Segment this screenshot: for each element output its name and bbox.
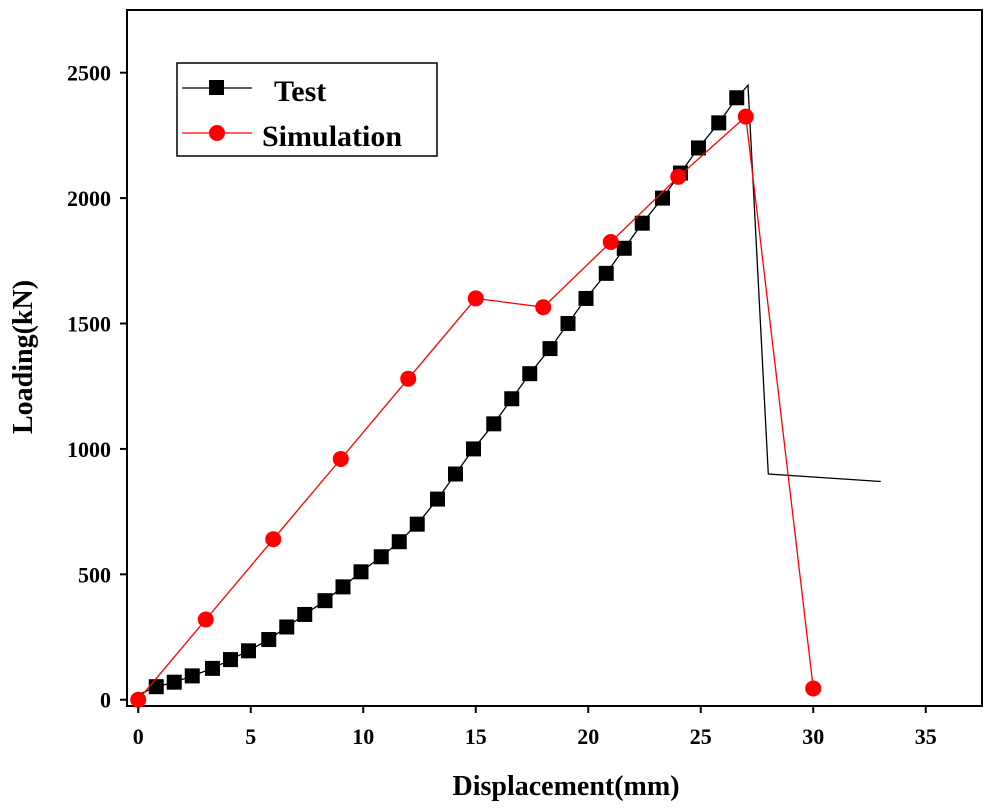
data-point-simulation — [400, 370, 417, 387]
plot-frame — [126, 9, 983, 707]
y-tick-label: 2500 — [67, 61, 111, 86]
data-point-test — [430, 491, 445, 507]
data-point-test — [241, 643, 256, 659]
data-point-simulation — [332, 450, 349, 467]
x-tick-label: 20 — [577, 724, 599, 749]
data-point-test — [223, 652, 238, 668]
data-point-test — [691, 140, 706, 156]
data-point-test — [373, 549, 389, 565]
y-tick-label: 1500 — [67, 312, 111, 337]
legend-marker-test — [209, 80, 224, 95]
data-point-simulation — [535, 299, 552, 316]
y-tick-label: 0 — [100, 688, 111, 713]
data-point-test — [598, 265, 614, 281]
data-point-simulation — [670, 168, 687, 185]
legend: Test Simulation — [176, 62, 438, 157]
data-point-test — [279, 619, 295, 635]
data-point-test — [261, 632, 277, 648]
data-point-test — [711, 115, 727, 131]
data-point-simulation — [602, 234, 619, 250]
data-point-test — [448, 466, 463, 482]
y-axis-title: Loading(kN) — [8, 280, 39, 434]
series-line-simulation — [137, 115, 814, 701]
series-layer — [130, 83, 881, 708]
series-line-test — [138, 83, 881, 696]
data-point-test — [560, 316, 576, 332]
data-point-test — [729, 90, 745, 106]
y-tick-label: 500 — [78, 562, 111, 587]
data-point-simulation — [467, 290, 484, 307]
x-tick-label: 5 — [245, 724, 256, 749]
x-tick-label: 35 — [915, 724, 937, 749]
data-point-test — [504, 391, 520, 407]
data-point-simulation — [265, 531, 282, 548]
x-tick-label: 15 — [465, 724, 487, 749]
data-point-test — [184, 668, 200, 684]
data-point-test — [486, 416, 502, 432]
x-axis-title: Displacement(mm) — [452, 771, 679, 802]
data-point-test — [522, 366, 538, 382]
data-point-test — [634, 215, 650, 231]
data-point-test — [297, 606, 313, 622]
data-point-test — [409, 516, 425, 532]
axis-ticks: 0 5 10 15 20 25 30 35 0 500 1000 1500 2000 2500 — [67, 61, 937, 749]
data-point-simulation — [197, 611, 214, 628]
x-tick-label: 25 — [690, 724, 712, 749]
data-point-test — [655, 190, 670, 206]
data-point-test — [391, 534, 407, 550]
y-tick-label: 2000 — [67, 186, 111, 211]
legend-marker-simulation — [209, 125, 225, 141]
x-tick-label: 10 — [352, 724, 374, 749]
legend-box — [176, 62, 438, 157]
data-point-test — [335, 579, 351, 595]
data-point-test — [542, 341, 558, 357]
data-point-test — [317, 593, 333, 609]
data-point-test — [353, 564, 369, 580]
legend-label-test: Test — [274, 75, 326, 108]
data-point-test — [166, 674, 182, 690]
data-point-test — [148, 679, 164, 695]
data-point-test — [578, 290, 594, 306]
data-point-simulation — [130, 691, 147, 708]
data-point-test — [205, 660, 220, 676]
data-point-test — [466, 441, 481, 457]
data-point-simulation — [737, 108, 754, 125]
legend-label-simulation: Simulation — [262, 120, 402, 153]
x-tick-label: 30 — [802, 724, 824, 749]
y-tick-label: 1000 — [67, 437, 111, 462]
x-tick-label: 0 — [133, 724, 144, 749]
data-point-test — [616, 240, 632, 256]
data-point-simulation — [805, 680, 822, 697]
